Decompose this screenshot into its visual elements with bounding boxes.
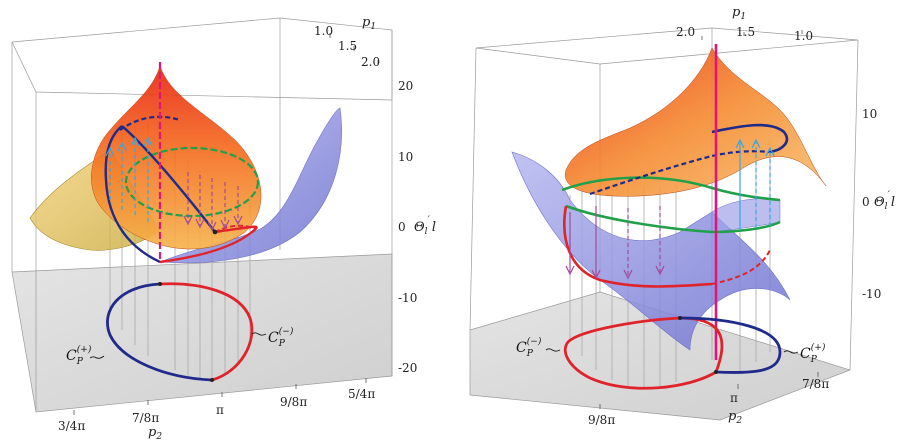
left-z-tick-2: 10	[398, 150, 413, 164]
right-label-minus-leader	[545, 348, 561, 352]
left-p1-tick-1: 1.0	[314, 24, 333, 38]
right-orange-surface	[564, 47, 827, 197]
left-orange-surface	[91, 65, 262, 250]
left-floor-curve-minus	[159, 282, 254, 382]
left-floor-curve-plus	[106, 282, 213, 382]
right-z-label: Θl′l	[874, 190, 895, 212]
right-floor-node-bottom	[714, 370, 718, 374]
right-p2-tick-2: π	[730, 391, 738, 405]
left-p1-axis: 1.0 1.5 2.0 p1	[314, 15, 380, 69]
left-floor	[11, 253, 393, 413]
left-z-tick-3: 0	[398, 220, 406, 234]
left-p2-axis: 3/4π 7/8π π 9/8π 5/4π p2	[58, 378, 375, 441]
right-z-tick-1: 10	[862, 107, 877, 121]
left-p2-tick-2: 7/8π	[132, 411, 159, 425]
left-floor-node-top	[158, 282, 162, 286]
left-p2-label: p2	[148, 425, 162, 441]
right-floor-node-top	[678, 316, 682, 320]
right-label-curve-minus: CP(−)	[516, 336, 542, 359]
left-p2-tick-1: 3/4π	[58, 419, 85, 433]
right-floor-curve-plus	[679, 316, 782, 374]
right-z-tick-3: -10	[862, 287, 881, 301]
left-surface-node	[212, 229, 218, 235]
right-z-axis: 10 0 -10 Θl′l	[862, 107, 895, 301]
left-label-plus-leader	[89, 355, 105, 359]
left-bounding-box	[11, 17, 393, 412]
left-blue-surface-curve	[104, 125, 161, 264]
right-z-tick-2: 0	[862, 195, 870, 209]
left-z-tick-4: -10	[398, 291, 417, 305]
left-z-tick-1: 20	[398, 79, 413, 93]
left-p1-label: p1	[362, 15, 376, 32]
right-p1-tick-1: 2.0	[676, 25, 695, 39]
left-p1-tick-3: 2.0	[361, 55, 380, 69]
right-p2-label: p2	[728, 409, 742, 426]
right-p1-tick-3: 1.0	[794, 29, 813, 43]
left-z-axis: 20 10 0 -10 -20 Θl′ l	[398, 79, 436, 375]
left-z-tick-5: -20	[398, 361, 417, 375]
left-z-label: Θl′ l	[414, 215, 436, 237]
right-red-surface-curve	[563, 205, 713, 288]
left-panel: 1.0 1.5 2.0 p1 20 10 0 -10 -20 Θl′ l 3/4π…	[11, 15, 436, 441]
right-green-curve-lower	[565, 204, 781, 234]
left-p1-tick-2: 1.5	[338, 39, 357, 53]
right-p1-label: p1	[732, 5, 746, 22]
right-label-plus-leader	[783, 350, 799, 354]
left-red-dashed-curve	[214, 224, 257, 233]
right-p2-tick-1: 9/8π	[588, 413, 615, 427]
left-arrows	[105, 136, 243, 232]
left-red-surface-curve	[159, 225, 258, 264]
right-panel: 2.0 1.5 1.0 p1 10 0 -10 Θl′l 9/8π π 7/8π…	[469, 5, 895, 427]
left-label-minus-leader	[251, 332, 267, 336]
left-p2-tick-3: π	[216, 403, 224, 417]
right-label-curve-plus: CP(+)	[800, 342, 826, 365]
right-p2-tick-3: 7/8π	[802, 377, 829, 391]
right-p1-axis: 2.0 1.5 1.0 p1	[676, 5, 813, 43]
left-blue-surface-curve-2	[121, 125, 216, 233]
left-label-curve-plus: CP(+)	[66, 344, 92, 367]
left-p2-tick-4: 9/8π	[280, 395, 307, 409]
right-p2-axis: 9/8π π 7/8π p2	[588, 372, 829, 427]
left-label-curve-minus: CP(−)	[268, 326, 294, 349]
right-arrows	[565, 138, 775, 280]
right-blue-dashed-curve	[589, 150, 771, 196]
left-blue-dashed-curve	[119, 115, 181, 131]
right-green-curve	[561, 176, 781, 202]
right-blue-surface-curve	[711, 123, 789, 154]
left-p2-tick-5: 5/4π	[348, 387, 375, 401]
left-floor-node-bottom	[210, 378, 214, 382]
right-p1-tick-2: 1.5	[736, 25, 755, 39]
